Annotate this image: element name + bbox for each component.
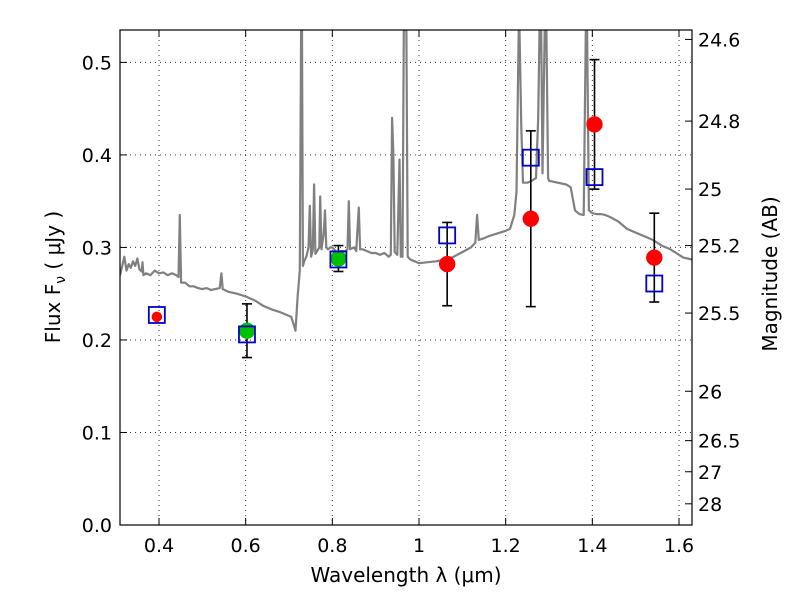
y-tick-label: 0.0 — [82, 515, 112, 537]
spectrum-line — [120, 30, 692, 332]
x-axis-title: Wavelength λ (μm) — [310, 563, 501, 587]
y-tick-label: 0.4 — [82, 145, 112, 167]
model-point — [147, 306, 166, 324]
model-point — [645, 274, 664, 293]
x-tick-label: 0.8 — [317, 535, 347, 557]
y-axis-title-unit: ( μJy ) — [41, 211, 65, 276]
mag-tick-label: 25 — [698, 179, 722, 201]
observed-point — [330, 250, 347, 267]
y2-axis-title: Magnitude (AB) — [758, 196, 782, 351]
model-point — [329, 250, 348, 269]
observed-point — [151, 311, 163, 323]
model-point — [438, 226, 457, 245]
x-tick-label: 0.4 — [144, 535, 174, 557]
model-point — [238, 325, 256, 344]
axis-ticks: 0.4 0.6 0.8 1 1.2 1.4 1.6 0.0 0.1 0.2 0.3 0.4 0.5 24.… — [82, 29, 741, 557]
x-tick-label: 0.6 — [231, 535, 261, 557]
mag-tick-label: 26 — [698, 381, 722, 403]
mag-tick-label: 24.6 — [698, 29, 740, 51]
mag-tick-label: 25.5 — [698, 303, 740, 325]
mag-tick-label: 24.8 — [698, 111, 740, 133]
y-tick-label: 0.5 — [82, 52, 112, 74]
x-tick-label: 1.6 — [664, 535, 694, 557]
mag-tick-label: 27 — [698, 462, 722, 484]
x-tick-label: 1 — [413, 535, 425, 557]
observed-point — [238, 322, 256, 339]
y-tick-label: 0.1 — [82, 422, 112, 444]
y-tick-label: 0.3 — [82, 237, 112, 259]
mag-tick-label: 25.2 — [698, 236, 740, 258]
observed-point — [646, 249, 663, 266]
x-tick-label: 1.4 — [577, 535, 607, 557]
mag-tick-label: 28 — [698, 494, 722, 516]
y-axis-title: Flux Fν ( μJy ) — [41, 211, 69, 343]
y-axis-title-subscript: ν — [53, 276, 69, 284]
y-tick-label: 0.2 — [82, 330, 112, 352]
mag-tick-label: 26.5 — [698, 431, 740, 453]
y-axis-title-main: Flux F — [41, 284, 65, 343]
plot-area — [120, 30, 692, 359]
observed-point — [522, 210, 540, 227]
observed-point — [438, 255, 456, 273]
model-point — [521, 148, 540, 167]
observed-point — [586, 116, 603, 133]
model-point — [585, 168, 604, 187]
x-tick-label: 1.2 — [491, 535, 521, 557]
plot-frame — [119, 29, 693, 526]
